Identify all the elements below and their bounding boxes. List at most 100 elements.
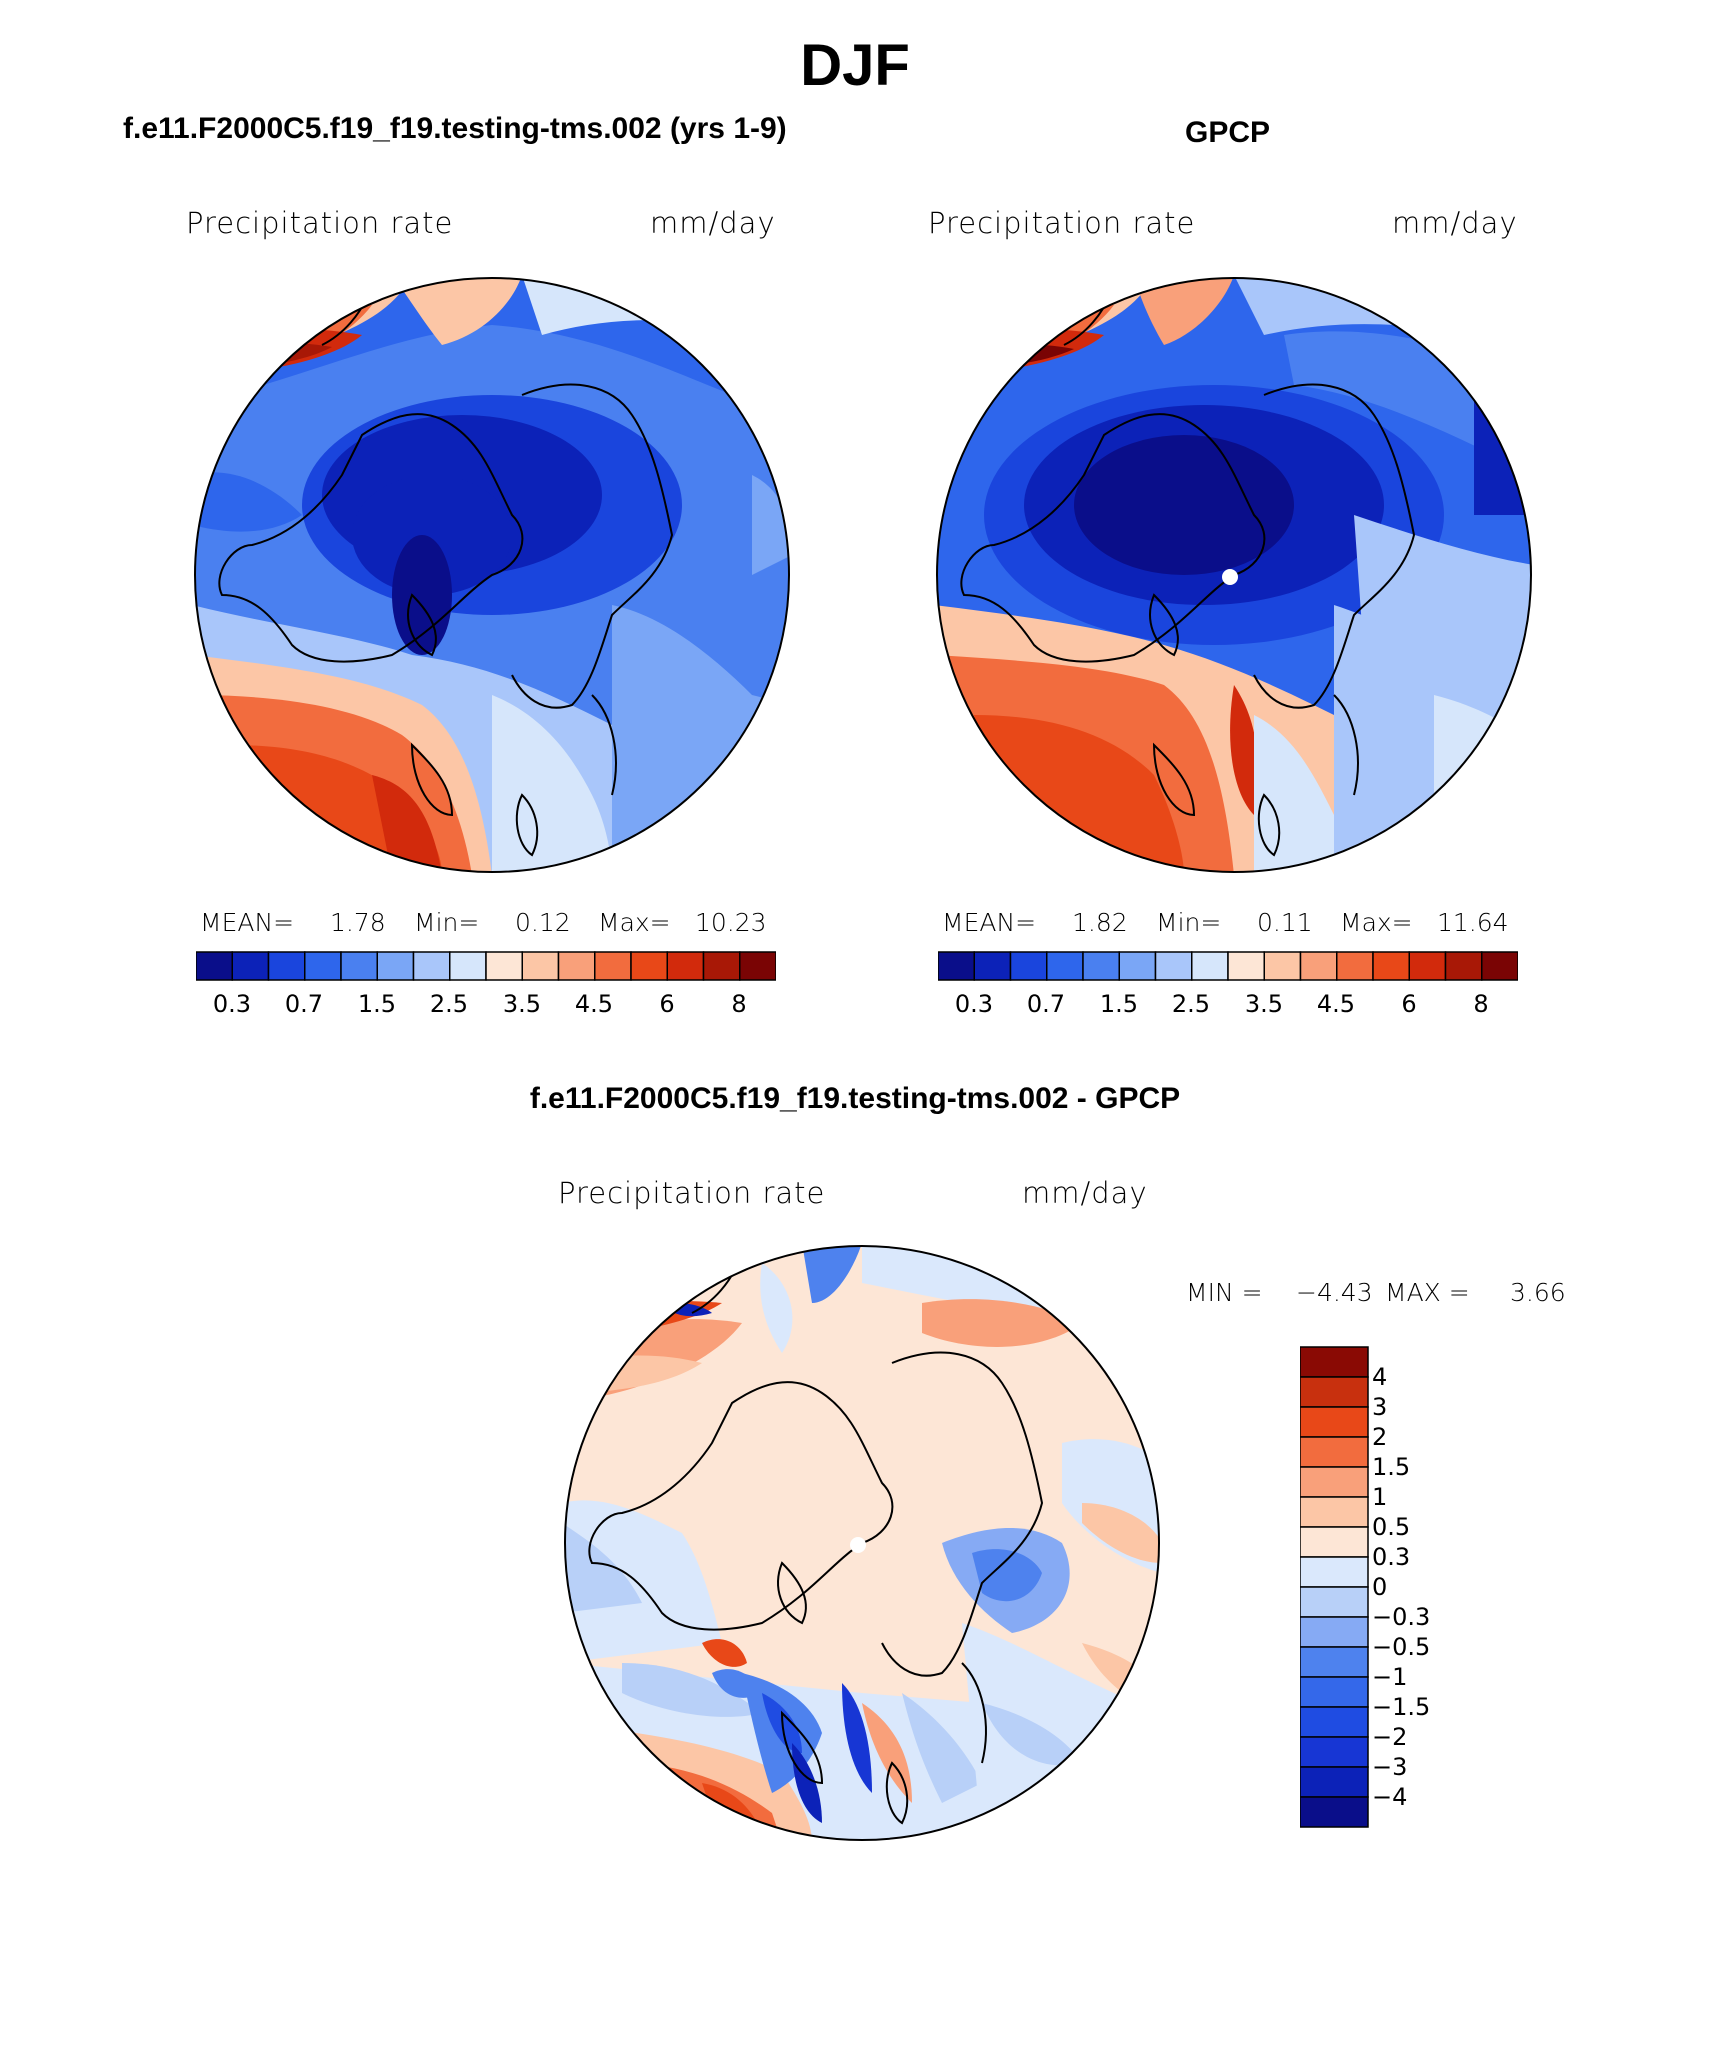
colorbar-swatch: [702, 951, 741, 981]
colorbar-swatch: [1300, 1496, 1369, 1528]
colorbar-swatch: [1263, 951, 1302, 981]
colorbar-swatch: [1300, 1706, 1369, 1738]
model-cb-tick: 1.5: [358, 990, 396, 1018]
diff-min-label: MIN =: [1186, 1278, 1263, 1307]
colorbar-swatch: [1154, 951, 1193, 981]
colorbar-swatch: [666, 951, 705, 981]
diff-cb-tick: 0.3: [1372, 1543, 1410, 1571]
model-cb-tick: 0.7: [285, 990, 323, 1018]
colorbar-swatch: [1300, 1436, 1369, 1468]
colorbar-swatch: [1300, 1376, 1369, 1408]
colorbar-swatch: [1046, 951, 1084, 981]
diff-units-label: mm/day: [1022, 1176, 1148, 1210]
model-cb-tick: 4.5: [575, 990, 613, 1018]
colorbar-swatch: [1408, 951, 1447, 981]
colorbar-swatch: [1082, 951, 1120, 981]
colorbar-swatch: [1009, 951, 1048, 981]
colorbar-swatch: [1300, 1466, 1369, 1498]
diff-colorbar-ticks: 4 3 2 1.5 1 0.5 0.3 0 −0.3 −0.5 −1 −1.5 …: [1372, 1363, 1430, 1811]
diff-panel-title: f.e11.F2000C5.f19_f19.testing-tms.002 - …: [529, 1082, 1181, 1115]
diff-cb-tick: 3: [1372, 1393, 1387, 1421]
colorbar-swatch: [1372, 951, 1410, 981]
obs-cb-tick: 3.5: [1245, 990, 1283, 1018]
colorbar-swatch: [1300, 1676, 1369, 1708]
colorbar-swatch: [521, 951, 560, 981]
model-min-value: 0.12: [515, 908, 571, 937]
model-max-label: Max=: [598, 908, 671, 937]
model-colorbar-ticks: 0.3 0.7 1.5 2.5 3.5 4.5 6 8: [213, 990, 747, 1018]
model-var-label: Precipitation rate: [186, 206, 454, 240]
diff-cb-tick: −0.5: [1372, 1633, 1430, 1661]
colorbar-swatch: [938, 951, 975, 981]
obs-max-value: 11.64: [1437, 908, 1509, 937]
colorbar-swatch: [1300, 1796, 1369, 1828]
diff-cb-tick: 4: [1372, 1363, 1387, 1391]
colorbar-swatch: [1336, 951, 1374, 981]
colorbar-swatch: [1118, 951, 1157, 981]
obs-cb-tick: 2.5: [1172, 990, 1210, 1018]
obs-max-label: Max=: [1340, 908, 1413, 937]
model-panel-title: f.e11.F2000C5.f19_f19.testing-tms.002 (y…: [123, 112, 787, 145]
colorbar-swatch: [594, 951, 632, 981]
model-mean-value: 1.78: [330, 908, 386, 937]
colorbar-swatch: [196, 951, 233, 981]
colorbar-swatch: [557, 951, 596, 981]
colorbar-swatch: [1481, 951, 1518, 981]
obs-var-label: Precipitation rate: [928, 206, 1196, 240]
diff-max-label: MAX =: [1385, 1278, 1470, 1307]
obs-panel-title: GPCP: [1185, 116, 1271, 149]
diff-cb-tick: 0: [1372, 1573, 1387, 1601]
obs-cb-tick: 1.5: [1100, 990, 1138, 1018]
diff-cb-tick: −1: [1372, 1663, 1407, 1691]
north-pole-mask: [1222, 569, 1238, 585]
obs-colorbar-ticks: 0.3 0.7 1.5 2.5 3.5 4.5 6 8: [955, 990, 1489, 1018]
colorbar-swatch: [1300, 1406, 1369, 1438]
diff-cb-tick: 0.5: [1372, 1513, 1410, 1541]
obs-mean-value: 1.82: [1072, 908, 1128, 937]
diff-max-value: 3.66: [1510, 1278, 1566, 1307]
colorbar-swatch: [485, 951, 523, 981]
colorbar-swatch: [1300, 1586, 1369, 1618]
diff-cb-tick: 1.5: [1372, 1453, 1410, 1481]
colorbar-swatch: [739, 951, 776, 981]
colorbar-swatch: [1300, 1736, 1369, 1768]
colorbar-swatch: [1300, 1556, 1369, 1588]
colorbar-swatch: [1300, 1616, 1369, 1648]
model-cb-tick: 8: [731, 990, 746, 1018]
colorbar-swatch: [340, 951, 378, 981]
colorbar-swatch: [231, 951, 270, 981]
obs-colorbar-swatches: [938, 951, 1518, 981]
colorbar-swatch: [1300, 1766, 1369, 1798]
model-min-label: Min=: [414, 908, 480, 937]
obs-cb-tick: 4.5: [1317, 990, 1355, 1018]
obs-polar-map: [936, 277, 1532, 873]
diff-var-label: Precipitation rate: [558, 1176, 826, 1210]
obs-units-label: mm/day: [1392, 206, 1518, 240]
obs-mean-label: MEAN=: [942, 908, 1037, 937]
model-colorbar-swatches: [196, 951, 776, 981]
colorbar-swatch: [1299, 951, 1338, 981]
colorbar-swatch: [1300, 1346, 1369, 1378]
diff-polar-map: [564, 1245, 1160, 1841]
diff-cb-tick: −3: [1372, 1753, 1407, 1781]
colorbar-swatch: [1300, 1526, 1369, 1558]
model-colorbar: 0.3 0.7 1.5 2.5 3.5 4.5 6 8: [196, 951, 776, 1018]
colorbar-swatch: [376, 951, 415, 981]
model-max-value: 10.23: [695, 908, 767, 937]
obs-min-label: Min=: [1156, 908, 1222, 937]
diff-cb-tick: −1.5: [1372, 1693, 1430, 1721]
obs-cb-tick: 0.7: [1027, 990, 1065, 1018]
model-cb-tick: 3.5: [503, 990, 541, 1018]
model-units-label: mm/day: [650, 206, 776, 240]
diff-colorbar: 4 3 2 1.5 1 0.5 0.3 0 −0.3 −0.5 −1 −1.5 …: [1300, 1346, 1430, 1828]
model-polar-map: [194, 277, 790, 873]
colorbar-swatch: [1444, 951, 1483, 981]
colorbar-swatch: [449, 951, 487, 981]
colorbar-swatch: [267, 951, 306, 981]
model-mean-label: MEAN=: [200, 908, 295, 937]
model-cb-tick: 0.3: [213, 990, 251, 1018]
diff-cb-tick: 1: [1372, 1483, 1387, 1511]
diff-cb-tick: −4: [1372, 1783, 1407, 1811]
season-title: DJF: [800, 33, 910, 98]
obs-cb-tick: 0.3: [955, 990, 993, 1018]
